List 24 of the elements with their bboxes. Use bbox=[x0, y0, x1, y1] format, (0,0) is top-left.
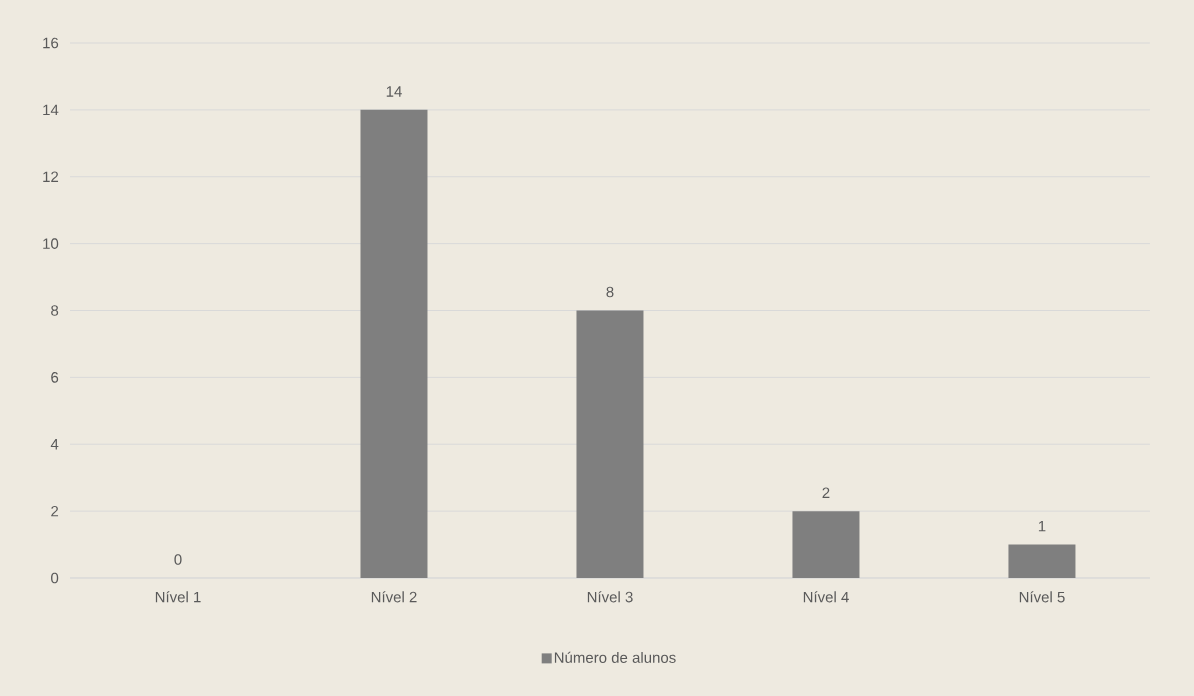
y-tick-label: 4 bbox=[50, 439, 59, 450]
data-label: 14 bbox=[386, 86, 402, 97]
x-tick-label: Nível 3 bbox=[587, 591, 633, 603]
data-label: 1 bbox=[1038, 521, 1046, 532]
bar bbox=[1008, 544, 1076, 578]
y-tick-label: 10 bbox=[43, 238, 59, 249]
x-tick-label: Nível 2 bbox=[371, 591, 417, 603]
y-tick-label: 8 bbox=[51, 305, 59, 316]
data-label: 0 bbox=[174, 554, 182, 565]
x-tick-label: Nível 4 bbox=[803, 591, 849, 603]
bar bbox=[360, 109, 428, 578]
x-tick-label: Nível 5 bbox=[1019, 591, 1065, 603]
bar bbox=[792, 511, 860, 578]
y-tick-label: 0 bbox=[51, 572, 59, 584]
y-tick-label: 6 bbox=[51, 372, 59, 383]
y-tick-label: 12 bbox=[43, 171, 59, 182]
y-tick-label: 14 bbox=[43, 104, 59, 116]
y-tick-label: 16 bbox=[43, 37, 59, 49]
y-tick-label: 2 bbox=[51, 505, 59, 517]
data-label: 8 bbox=[606, 286, 614, 298]
x-tick-label: Nível 1 bbox=[155, 591, 201, 603]
legend-label: Número de alunos bbox=[554, 651, 676, 663]
data-label: 2 bbox=[822, 487, 830, 498]
bar bbox=[576, 310, 644, 578]
